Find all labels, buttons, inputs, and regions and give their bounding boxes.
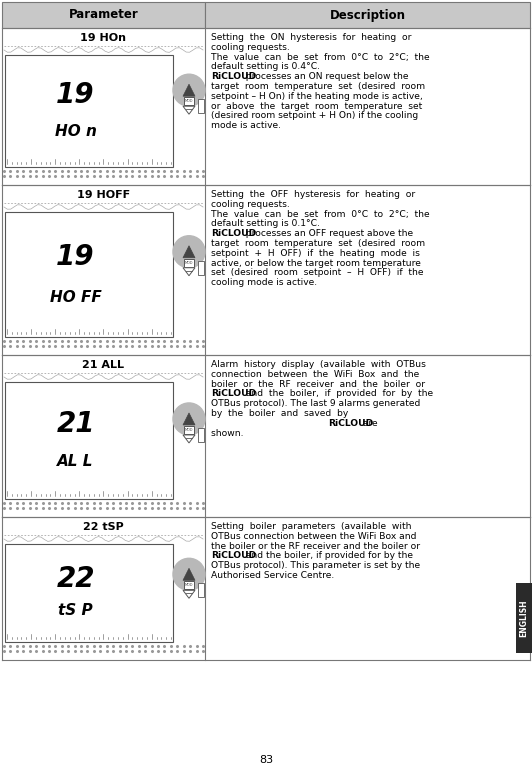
Text: RiCLOUD: RiCLOUD (211, 72, 256, 81)
Text: setpoint  +  H  OFF)  if  the  heating  mode  is: setpoint + H OFF) if the heating mode is (211, 249, 420, 258)
Text: RiCLOUD: RiCLOUD (211, 551, 256, 561)
Text: AL L: AL L (57, 454, 94, 469)
Text: 21 ALL: 21 ALL (82, 360, 124, 370)
Text: target  room  temperature  set  (desired  room: target room temperature set (desired roo… (211, 239, 425, 248)
Bar (516, 583, 532, 653)
Text: or  above  the  target  room  temperature  set: or above the target room temperature set (211, 102, 422, 110)
Circle shape (173, 558, 205, 590)
Text: RiCLOUD: RiCLOUD (211, 389, 256, 398)
Text: default setting is 0.4°C.: default setting is 0.4°C. (211, 63, 320, 71)
Bar (184, 581, 194, 590)
Polygon shape (183, 84, 195, 96)
Polygon shape (183, 590, 195, 598)
Text: (desired room setpoint + H On) if the cooling: (desired room setpoint + H On) if the co… (211, 111, 418, 120)
Bar (198, 260, 204, 274)
Text: The  value  can  be  set  from  0°C  to  2°C;  the: The value can be set from 0°C to 2°C; th… (211, 210, 430, 219)
Text: MOD: MOD (185, 428, 193, 432)
Text: OTBus connection between the WiFi Box and: OTBus connection between the WiFi Box an… (211, 532, 417, 541)
Circle shape (173, 235, 205, 267)
Text: 19 HOn: 19 HOn (80, 33, 127, 43)
Polygon shape (183, 413, 195, 425)
Bar (5, 212, 173, 337)
Text: 19: 19 (56, 81, 95, 109)
Text: active, or below the target room temperature: active, or below the target room tempera… (211, 259, 421, 267)
Text: ENGLISH: ENGLISH (520, 599, 528, 637)
Text: cooling requests.: cooling requests. (211, 199, 290, 209)
Text: are: are (358, 419, 378, 428)
Text: MOD: MOD (185, 583, 193, 587)
Text: The  value  can  be  set  from  0°C  to  2°C;  the: The value can be set from 0°C to 2°C; th… (211, 52, 430, 62)
Bar (5, 544, 173, 642)
Text: RiCLOUD: RiCLOUD (329, 419, 374, 428)
Text: HO n: HO n (55, 124, 96, 138)
Text: 22: 22 (56, 565, 95, 594)
Text: mode is active.: mode is active. (211, 121, 281, 130)
Circle shape (173, 74, 205, 106)
Polygon shape (183, 267, 195, 276)
Text: set  (desired  room  setpoint  –  H  OFF)  if  the: set (desired room setpoint – H OFF) if t… (211, 268, 423, 278)
Text: and  the  boiler,  if  provided  for  by  the: and the boiler, if provided for by the (239, 389, 433, 398)
Text: connection  between  the  WiFi  Box  and  the: connection between the WiFi Box and the (211, 370, 419, 378)
Text: Setting  the  ON  hysteresis  for  heating  or: Setting the ON hysteresis for heating or (211, 33, 411, 42)
Text: 22 tSP: 22 tSP (83, 522, 124, 532)
Text: 83: 83 (259, 755, 273, 765)
Text: Setting  boiler  parameters  (available  with: Setting boiler parameters (available wit… (211, 522, 411, 531)
Text: cooling mode is active.: cooling mode is active. (211, 278, 317, 287)
Text: cooling requests.: cooling requests. (211, 43, 290, 52)
Text: target  room  temperature  set  (desired  room: target room temperature set (desired roo… (211, 82, 425, 91)
Text: Setting  the  OFF  hysteresis  for  heating  or: Setting the OFF hysteresis for heating o… (211, 190, 415, 199)
Polygon shape (183, 435, 195, 443)
Bar (2, 2, 205, 28)
Bar (5, 382, 173, 499)
Text: Description: Description (329, 9, 405, 21)
Text: MOD: MOD (185, 260, 193, 265)
Text: the boiler or the RF receiver and the boiler or: the boiler or the RF receiver and the bo… (211, 542, 420, 551)
Text: RiCLOUD: RiCLOUD (211, 229, 256, 239)
Polygon shape (183, 569, 195, 580)
Text: and the boiler, if provided for by the: and the boiler, if provided for by the (239, 551, 413, 561)
Text: default setting is 0.1°C.: default setting is 0.1°C. (211, 220, 320, 228)
Text: HO FF: HO FF (49, 289, 102, 304)
Text: 19 HOFF: 19 HOFF (77, 190, 130, 200)
Polygon shape (183, 106, 195, 114)
Circle shape (173, 403, 205, 435)
Text: processes an OFF request above the: processes an OFF request above the (239, 229, 413, 239)
Text: by  the  boiler  and  saved  by: by the boiler and saved by (211, 409, 354, 418)
Bar (5, 55, 173, 167)
Text: 21: 21 (56, 410, 95, 438)
Text: tS P: tS P (58, 603, 93, 618)
Text: OTBus protocol). This parameter is set by the: OTBus protocol). This parameter is set b… (211, 561, 420, 570)
Text: processes an ON request below the: processes an ON request below the (239, 72, 408, 81)
Text: Parameter: Parameter (69, 9, 138, 21)
Text: boiler  or  the  RF  receiver  and  the  boiler  or: boiler or the RF receiver and the boiler… (211, 379, 425, 389)
Bar (205, 2, 530, 28)
Bar (184, 97, 194, 106)
Bar (198, 583, 204, 597)
Bar (198, 99, 204, 113)
Text: 19: 19 (56, 243, 95, 271)
Bar (184, 259, 194, 267)
Text: OTBus protocol). The last 9 alarms generated: OTBus protocol). The last 9 alarms gener… (211, 399, 420, 408)
Polygon shape (183, 246, 195, 258)
Text: shown.: shown. (211, 429, 246, 438)
Bar (198, 428, 204, 442)
Bar (184, 426, 194, 434)
Text: MOD: MOD (185, 99, 193, 103)
Text: Alarm  history  display  (available  with  OTBus: Alarm history display (available with OT… (211, 360, 426, 369)
Text: Authorised Service Centre.: Authorised Service Centre. (211, 571, 334, 580)
Text: setpoint – H On) if the heating mode is active,: setpoint – H On) if the heating mode is … (211, 91, 423, 101)
